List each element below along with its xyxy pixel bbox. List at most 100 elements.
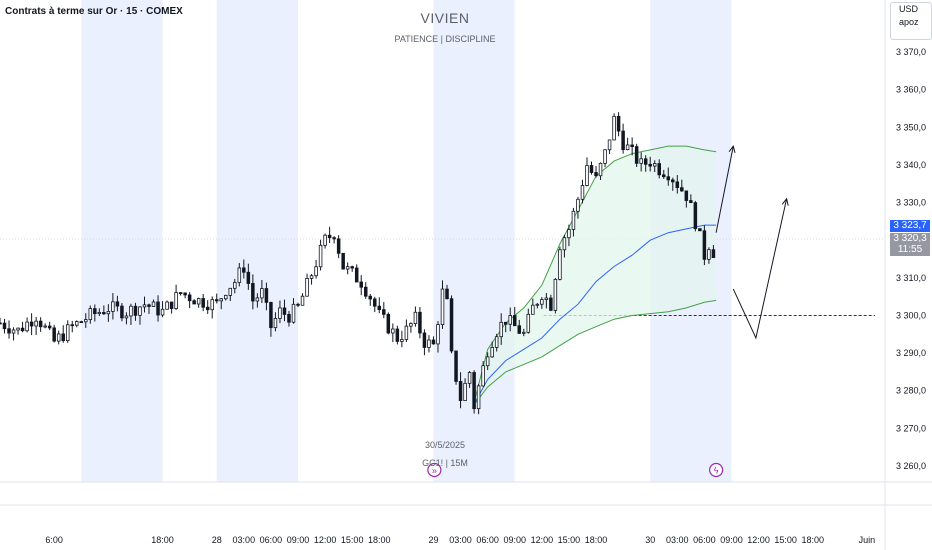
candle	[75, 320, 79, 328]
candle-body	[616, 115, 621, 132]
candle	[273, 312, 278, 332]
vwap-line	[472, 224, 717, 407]
candle-body	[657, 163, 661, 176]
y-tick-label: 3 370,0	[896, 47, 926, 57]
candle-body	[634, 146, 639, 164]
projection-arrowhead	[728, 144, 736, 154]
candle-body	[178, 292, 183, 294]
candle	[178, 292, 183, 296]
watermark-title: VIVIEN	[420, 10, 470, 26]
candle	[260, 279, 264, 304]
candle	[264, 282, 269, 311]
candle-body	[0, 322, 2, 325]
candle-body	[260, 288, 264, 299]
candle-body	[88, 308, 93, 320]
projection-arrowhead	[781, 197, 789, 206]
candle	[431, 336, 436, 345]
candle-body	[711, 249, 716, 259]
candle-body	[97, 312, 102, 315]
candle	[305, 273, 309, 297]
candle-body	[580, 185, 585, 200]
candle-body	[454, 350, 458, 382]
event-lightning-icon-glyph: ϟ	[714, 466, 719, 476]
candle	[684, 190, 689, 208]
candle	[169, 301, 174, 314]
symbol-title[interactable]: Contrats à terme sur Or · 15 · COMEX	[5, 6, 183, 17]
candle-body	[666, 176, 671, 181]
event-arrow-icon[interactable]: »	[427, 462, 442, 478]
candle-body	[630, 144, 634, 148]
candle-body	[106, 310, 111, 315]
candle-body	[467, 372, 472, 384]
event-lightning-icon[interactable]: ϟ	[709, 462, 724, 478]
candle	[228, 287, 233, 302]
candle-body	[436, 324, 440, 345]
candle	[517, 319, 522, 334]
candle-body	[702, 230, 707, 260]
candle	[612, 113, 616, 141]
candle-body	[391, 328, 395, 334]
candle	[255, 293, 260, 308]
x-tick-label: 29	[428, 535, 438, 545]
candle	[214, 293, 219, 304]
candle	[675, 175, 680, 194]
candle-body	[34, 320, 38, 327]
candle-body	[373, 298, 377, 307]
candle-body	[205, 306, 210, 311]
last-price-label: 3 320,3 11:55	[890, 233, 930, 257]
candle	[382, 302, 386, 319]
candle	[571, 207, 576, 237]
candle	[499, 313, 503, 345]
candle-body	[517, 325, 522, 334]
candle-body	[228, 287, 233, 296]
candle-body	[38, 320, 43, 328]
candle	[88, 305, 93, 324]
candle	[61, 325, 65, 343]
candle-body	[684, 190, 689, 201]
candle	[368, 294, 373, 306]
candle	[526, 308, 531, 334]
candle	[711, 245, 716, 259]
candle	[386, 312, 391, 335]
candle-body	[652, 163, 657, 167]
candle	[522, 328, 526, 337]
candle-body	[151, 301, 156, 307]
candle-body	[255, 297, 260, 302]
candle	[142, 296, 147, 313]
x-tick-label: 18:00	[585, 535, 608, 545]
candle-body	[526, 313, 531, 333]
candle	[436, 321, 440, 353]
candle	[598, 162, 603, 181]
candle	[296, 302, 300, 308]
candle-body	[675, 181, 680, 189]
axes: 3 370,0 3 360,0 3 350,0 3 340,0 3 330,0 3 320…	[45, 47, 926, 545]
candle-body	[291, 303, 296, 323]
candle-body	[368, 295, 373, 300]
watermark-date: 30/5/2025	[424, 440, 466, 450]
currency-selector[interactable]: USD apoz	[890, 2, 932, 40]
candle-body	[305, 278, 309, 297]
candle	[580, 179, 585, 204]
x-tick-label: 18:00	[368, 535, 391, 545]
candle	[494, 333, 499, 352]
candle	[7, 320, 11, 339]
x-tick-label: 30	[645, 535, 655, 545]
candle	[323, 233, 327, 249]
candle	[97, 308, 102, 317]
candle-body	[133, 305, 138, 316]
candle	[0, 317, 2, 325]
candle-body	[251, 283, 255, 302]
candle	[680, 179, 684, 192]
candle	[359, 275, 363, 296]
candle-body	[47, 325, 52, 329]
candle-body	[25, 321, 29, 332]
watermark-subtitle: PATIENCE | DISCIPLINE	[394, 34, 496, 44]
candle	[11, 327, 16, 341]
currency-label: USD	[899, 4, 919, 14]
candle	[79, 320, 84, 324]
candle-body	[598, 162, 603, 177]
candle-body	[476, 385, 481, 410]
candle	[106, 304, 111, 322]
candle-body	[549, 297, 553, 311]
